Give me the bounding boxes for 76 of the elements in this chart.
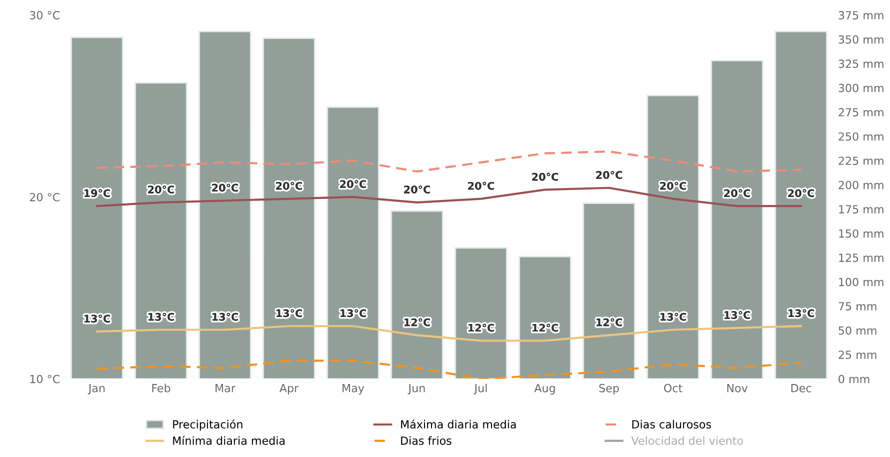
bar <box>262 38 316 379</box>
y2-tick-label: 300 mm <box>838 84 884 92</box>
x-tick-label: Dec <box>791 384 812 392</box>
data-label: 20°C <box>212 184 238 192</box>
bar <box>774 30 828 379</box>
x-tick-label: Jan <box>88 384 105 394</box>
data-label: 13°C <box>276 309 302 318</box>
data-label: 12°C <box>596 318 622 326</box>
legend-label: Dias calurosos <box>632 420 711 429</box>
x-tick-label: Jun <box>408 384 425 394</box>
bar <box>582 202 636 379</box>
y2-tick-label: 125 mm <box>839 254 884 262</box>
y-tick-label: 10 °C <box>30 374 60 384</box>
data-label: 13°C <box>340 309 366 318</box>
bar <box>710 60 764 379</box>
x-tick-label: Aug <box>534 384 555 394</box>
bar <box>326 106 380 379</box>
data-label: 20°C <box>660 182 686 190</box>
line-series <box>96 360 802 379</box>
data-label: 20°C <box>468 182 494 190</box>
legend-label: Velocidad del viento <box>631 436 743 445</box>
y2-tick-label: 75 mm <box>838 302 876 310</box>
data-label: 12°C <box>532 324 558 332</box>
line-series <box>96 150 802 173</box>
legend-label: Precipitación <box>173 419 242 431</box>
data-label: 13°C <box>212 312 238 321</box>
x-tick-label: Feb <box>152 384 170 392</box>
y2-tick-label: 100 mm <box>839 278 884 286</box>
x-tick-label: Oct <box>664 384 682 392</box>
x-tick-label: May <box>342 384 364 394</box>
y2-tick-label: 25 mm <box>838 350 876 359</box>
x-tick-label: Mar <box>216 384 236 392</box>
y2-tick-label: 250 mm <box>838 132 884 141</box>
bar <box>70 36 124 379</box>
data-label: 20°C <box>596 170 622 179</box>
y2-tick-label: 325 mm <box>838 60 884 68</box>
data-label: 20°C <box>788 189 814 198</box>
data-label: 20°C <box>148 186 174 194</box>
data-label: 13°C <box>148 312 174 321</box>
legend-label: Máxima diaria media <box>401 419 516 429</box>
y2-tick-label: 375 mm <box>838 11 884 20</box>
x-tick-label: Apr <box>279 384 299 394</box>
bar <box>646 94 700 379</box>
line-series <box>96 325 802 342</box>
data-label: 13°C <box>724 311 750 319</box>
x-tick-label: Jul <box>474 384 487 394</box>
data-label: 20°C <box>404 186 430 194</box>
data-label: 20°C <box>724 189 750 198</box>
bar <box>518 256 572 379</box>
data-label: 13°C <box>84 314 110 323</box>
legend-label: Dias frios <box>401 436 452 445</box>
bar <box>198 30 252 379</box>
legend-label: Mínima diaria media <box>173 436 285 445</box>
y2-tick-label: 0 mm <box>838 374 870 384</box>
y2-tick-label: 225 mm <box>838 156 884 165</box>
data-label: 12°C <box>468 324 494 332</box>
data-label: 13°C <box>788 309 814 318</box>
data-label: 19°C <box>84 189 110 198</box>
y-tick-label: 30 °C <box>30 11 60 20</box>
data-label: 20°C <box>532 172 558 181</box>
y-tick-label: 20 °C <box>30 192 60 202</box>
bar <box>134 82 188 379</box>
y2-tick-label: 150 mm <box>839 229 884 238</box>
y2-tick-label: 350 mm <box>838 35 884 44</box>
bar <box>454 247 508 379</box>
data-label: 12°C <box>404 318 430 326</box>
x-tick-label: Nov <box>727 384 748 392</box>
data-label: 13°C <box>660 312 686 321</box>
y2-tick-label: 50 mm <box>838 326 876 335</box>
bar <box>390 210 444 379</box>
data-label: 20°C <box>276 182 302 190</box>
x-tick-label: Sep <box>599 384 619 394</box>
data-label: 20°C <box>340 180 366 188</box>
y2-tick-label: 200 mm <box>838 180 884 190</box>
y2-tick-label: 275 mm <box>838 108 884 116</box>
y2-tick-label: 175 mm <box>839 205 884 214</box>
